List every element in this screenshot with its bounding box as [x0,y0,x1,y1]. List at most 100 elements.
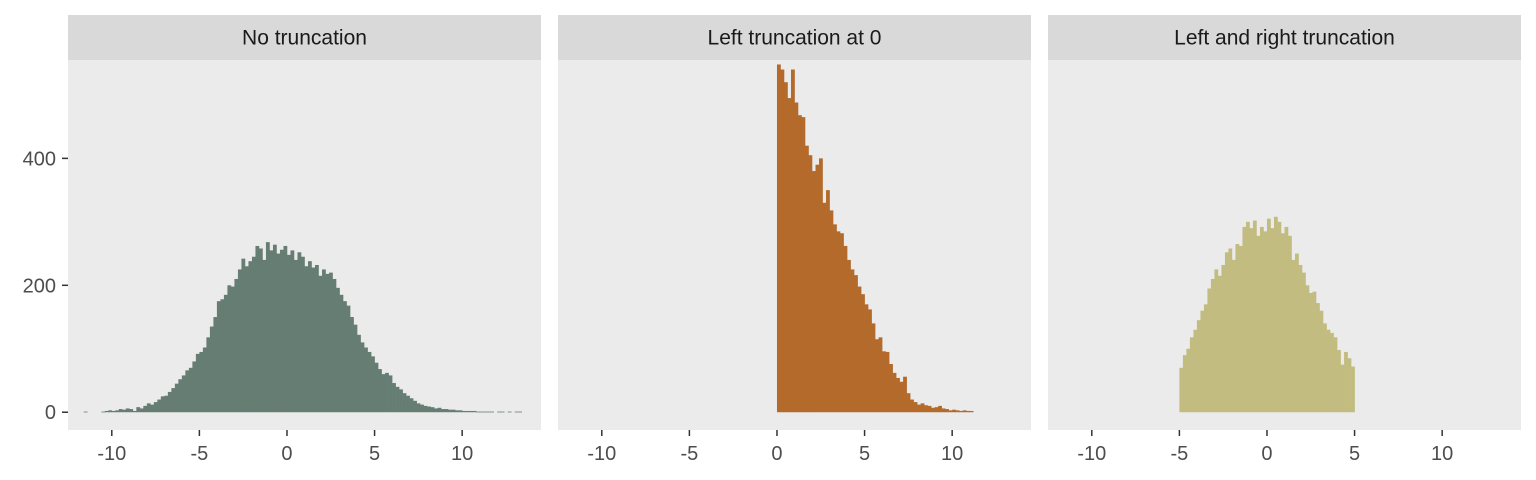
histogram-bar [783,82,788,413]
histogram-bar [878,337,883,413]
histogram-bar [1340,364,1345,413]
histogram-bar [808,155,813,413]
x-tick-label: -5 [1170,443,1188,465]
histogram-bar [959,410,963,413]
histogram-bar [819,158,823,413]
histogram-bar [308,261,312,413]
histogram-bar [1280,233,1285,413]
histogram-bar [1330,332,1334,413]
histogram-bar [892,372,897,413]
histogram-bar [125,408,130,413]
histogram-bar [514,411,519,413]
histogram-bar [230,286,235,413]
histogram-bar [840,233,844,413]
histogram-bar [1224,252,1229,413]
histogram-bar [304,266,309,413]
histogram-bar [132,410,137,413]
histogram-bar [220,299,225,413]
histogram-bar [300,256,305,413]
histogram-bar [209,326,214,413]
histogram-bar [276,253,281,413]
histogram-bar [146,403,151,413]
histogram-bar [174,383,179,413]
histogram-bar [861,294,865,413]
histogram-bar [1347,358,1352,413]
histogram-bar [269,250,274,413]
histogram-bar [889,363,893,413]
histogram-bar [899,381,904,413]
histogram-bar [413,400,417,413]
histogram-bar [955,410,960,413]
histogram-bar [381,374,386,413]
histogram-bar [1298,264,1303,413]
histogram-bar [843,245,848,413]
histogram-bar [780,69,785,413]
histogram-bar [139,408,144,413]
histogram-bar [798,115,802,413]
histogram-bar [458,410,463,413]
histogram-bar [934,407,939,413]
y-tick-label: 400 [23,148,56,170]
histogram-bar [1273,216,1278,413]
histogram-bar [1235,244,1240,413]
histogram-bar [136,407,141,413]
histogram-bar [262,259,267,413]
histogram-bar [822,202,827,413]
histogram-bar [255,245,260,413]
histogram-bar [927,405,932,413]
histogram-bar [1249,228,1254,413]
histogram-bar [448,409,452,413]
histogram-bar [462,410,466,413]
histogram-bar [371,356,375,413]
histogram-bar [836,231,841,413]
histogram-bar [465,410,470,413]
histogram-bar [325,273,330,413]
histogram-bar [1288,235,1292,413]
histogram-bar [104,410,109,413]
histogram-bar [332,278,337,413]
histogram-bar [500,411,505,413]
histogram-bar [903,376,907,413]
strip-background [68,15,541,60]
histogram-bar [931,407,935,413]
histogram-bar [1263,231,1268,413]
histogram-bar [1277,221,1282,413]
histogram-bar [864,304,869,413]
histogram-bar [279,249,284,413]
histogram-bar [427,406,431,413]
histogram-bar [924,405,928,413]
histogram-bar [497,411,502,413]
histogram-bar [399,389,403,413]
histogram-bar [234,278,239,413]
histogram-bar [244,266,249,413]
strip-background [1048,15,1521,60]
panel-left-truncation: Left truncation at 0 -10 -5 0 5 10 [558,15,1031,465]
histogram-bar [469,410,473,413]
histogram-bar [322,269,326,413]
histogram-bar [265,242,270,413]
histogram-bar [1189,337,1194,413]
histogram-bar [857,286,862,413]
histogram-bar [847,259,851,413]
histogram-bar [479,411,484,413]
histogram-bar [129,409,134,413]
histogram-bar [518,411,523,413]
histogram-bar [868,309,872,413]
y-tick-label: 0 [45,402,56,424]
x-tick-label: 10 [451,443,473,465]
histogram-bar [776,64,781,413]
histogram-bar [910,399,914,413]
histogram-bar [388,375,393,413]
histogram-bar [913,402,918,413]
histogram-bar [871,323,876,413]
histogram-bar [1333,337,1338,413]
histogram-bar [486,411,491,413]
histogram-bar [248,261,253,413]
histogram-bar [283,245,288,413]
histogram-bar [339,294,344,413]
histogram-bar [374,362,379,413]
histogram-bar [108,410,113,413]
histogram-bar [805,145,809,413]
histogram-bar [875,339,879,413]
histogram-bar [1312,291,1317,413]
